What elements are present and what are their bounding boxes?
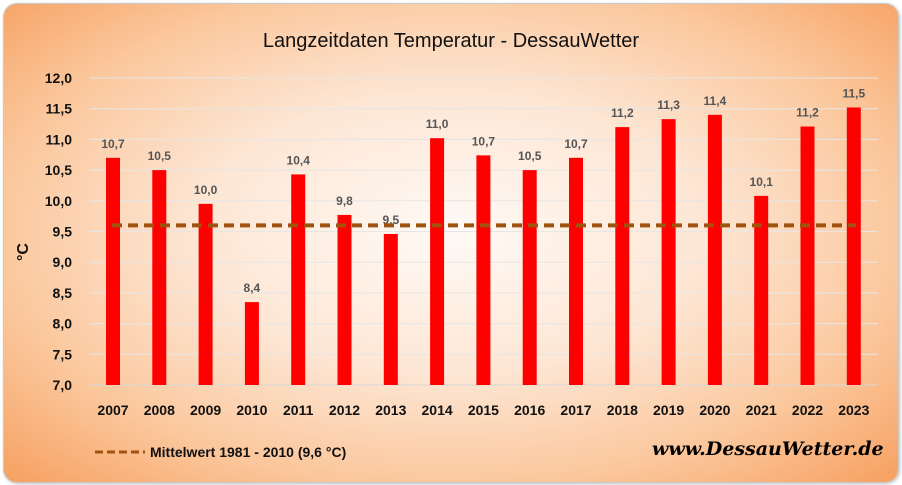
bar <box>244 302 259 385</box>
data-label: 9,8 <box>336 194 353 208</box>
bars <box>106 107 861 386</box>
y-tick-label: 12,0 <box>45 70 72 86</box>
x-tick-label: 2010 <box>236 402 267 418</box>
bar <box>198 203 213 385</box>
x-tick-label: 2009 <box>190 402 221 418</box>
data-labels: 10,710,510,08,410,49,89,511,010,710,510,… <box>101 86 865 295</box>
data-label: 11,4 <box>704 94 727 108</box>
data-label: 10,5 <box>518 149 542 163</box>
bar <box>569 157 583 385</box>
bar <box>754 195 769 385</box>
x-tick-label: 2017 <box>560 402 591 418</box>
legend: Mittelwert 1981 - 2010 (9,6 °C) <box>95 444 346 460</box>
x-tick-label: 2020 <box>699 402 730 418</box>
y-tick-label: 11,5 <box>46 101 73 117</box>
data-label: 10,5 <box>148 149 172 163</box>
y-tick-label: 10,0 <box>45 193 72 209</box>
y-tick-label: 11,0 <box>46 131 73 147</box>
data-label: 11,5 <box>842 86 865 100</box>
y-tick-label: 8,5 <box>53 285 73 301</box>
x-tick-label: 2016 <box>514 402 545 418</box>
data-label: 10,1 <box>750 175 774 189</box>
data-label: 10,0 <box>194 183 218 197</box>
bar <box>661 119 676 385</box>
bar <box>476 155 491 385</box>
x-tick-label: 2023 <box>838 402 869 418</box>
data-label: 10,7 <box>101 137 125 151</box>
x-tick-label: 2011 <box>283 402 314 418</box>
data-label: 11,0 <box>426 117 449 131</box>
website-watermark: www.DessauWetter.de <box>652 438 884 460</box>
y-tick-label: 9,5 <box>53 224 73 240</box>
bar <box>152 170 167 385</box>
bar <box>707 114 722 385</box>
x-tick-label: 2013 <box>375 402 406 418</box>
y-axis-label: °C <box>15 243 32 261</box>
data-label: 11,3 <box>657 98 680 112</box>
y-tick-label: 7,5 <box>53 346 73 362</box>
chart-title: Langzeitdaten Temperatur - DessauWetter <box>262 30 640 52</box>
bar <box>383 233 398 385</box>
y-tick-label: 8,0 <box>53 316 73 332</box>
x-tick-label: 2022 <box>792 402 823 418</box>
data-label: 10,7 <box>564 137 588 151</box>
data-label: 11,2 <box>611 106 634 120</box>
bar <box>106 157 120 385</box>
data-label: 8,4 <box>244 281 261 295</box>
legend-label: Mittelwert 1981 - 2010 (9,6 °C) <box>150 444 346 460</box>
bar <box>430 138 445 385</box>
x-tick-label: 2007 <box>97 402 128 418</box>
data-label: 10,4 <box>287 153 311 167</box>
x-tick-label: 2019 <box>653 402 684 418</box>
x-tick-label: 2008 <box>144 402 175 418</box>
y-tick-label: 7,0 <box>53 377 73 393</box>
bar <box>522 170 537 385</box>
bar <box>615 127 630 386</box>
y-axis-ticks: 7,0 7,5 8,0 8,5 9,0 9,5 10,0 10,5 11,0 11,5 12,0 <box>45 70 72 393</box>
x-tick-label: 2015 <box>468 402 499 418</box>
x-tick-label: 2014 <box>422 402 453 418</box>
x-axis-ticks: 2007 2008 2009 2010 2011 2012 2013 2014 2015 2016… <box>97 402 869 418</box>
x-tick-label: 2021 <box>746 402 777 418</box>
bar <box>291 174 306 385</box>
bar <box>846 107 861 386</box>
y-tick-label: 9,0 <box>53 254 73 270</box>
bar <box>337 214 352 385</box>
x-tick-label: 2018 <box>607 402 638 418</box>
x-tick-label: 2012 <box>329 402 360 418</box>
data-label: 11,2 <box>796 106 819 120</box>
y-tick-label: 10,5 <box>45 162 72 178</box>
data-label: 10,7 <box>472 134 496 148</box>
bar <box>800 126 815 386</box>
